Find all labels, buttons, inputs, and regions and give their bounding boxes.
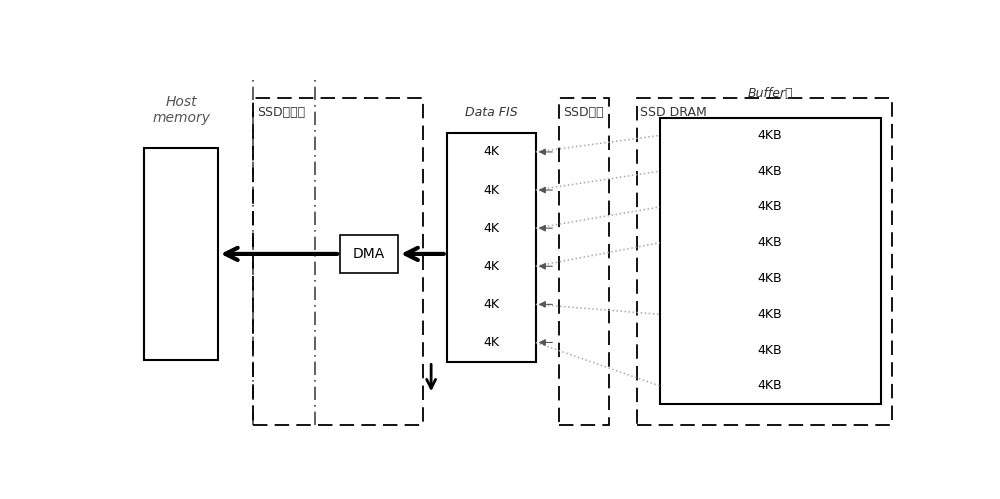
Text: Buffer块: Buffer块 — [747, 87, 793, 100]
Text: 4K: 4K — [483, 260, 499, 273]
Bar — [660, 118, 881, 404]
Text: 4K: 4K — [483, 336, 499, 349]
Text: 4K: 4K — [483, 184, 499, 197]
Text: SSD DRAM: SSD DRAM — [640, 106, 707, 119]
Text: 4KB: 4KB — [758, 344, 782, 357]
Bar — [637, 98, 892, 425]
Text: 4KB: 4KB — [758, 379, 782, 392]
Text: 4K: 4K — [483, 298, 499, 311]
Text: 4K: 4K — [483, 222, 499, 235]
Text: SSD固件: SSD固件 — [563, 106, 604, 119]
Text: 4KB: 4KB — [758, 201, 782, 214]
Text: SSD控制器: SSD控制器 — [257, 106, 305, 119]
Bar — [559, 98, 609, 425]
Bar — [340, 235, 398, 273]
Bar — [253, 98, 423, 425]
Text: Data FIS: Data FIS — [465, 106, 518, 119]
Text: DMA: DMA — [353, 247, 385, 261]
Bar — [447, 133, 536, 361]
Text: 4KB: 4KB — [758, 272, 782, 285]
Text: 4KB: 4KB — [758, 129, 782, 142]
Bar — [144, 148, 218, 360]
Text: 4KB: 4KB — [758, 308, 782, 321]
Text: 4KB: 4KB — [758, 236, 782, 249]
Text: 4K: 4K — [483, 145, 499, 159]
Text: 4KB: 4KB — [758, 165, 782, 178]
Text: Host
memory: Host memory — [152, 95, 210, 125]
